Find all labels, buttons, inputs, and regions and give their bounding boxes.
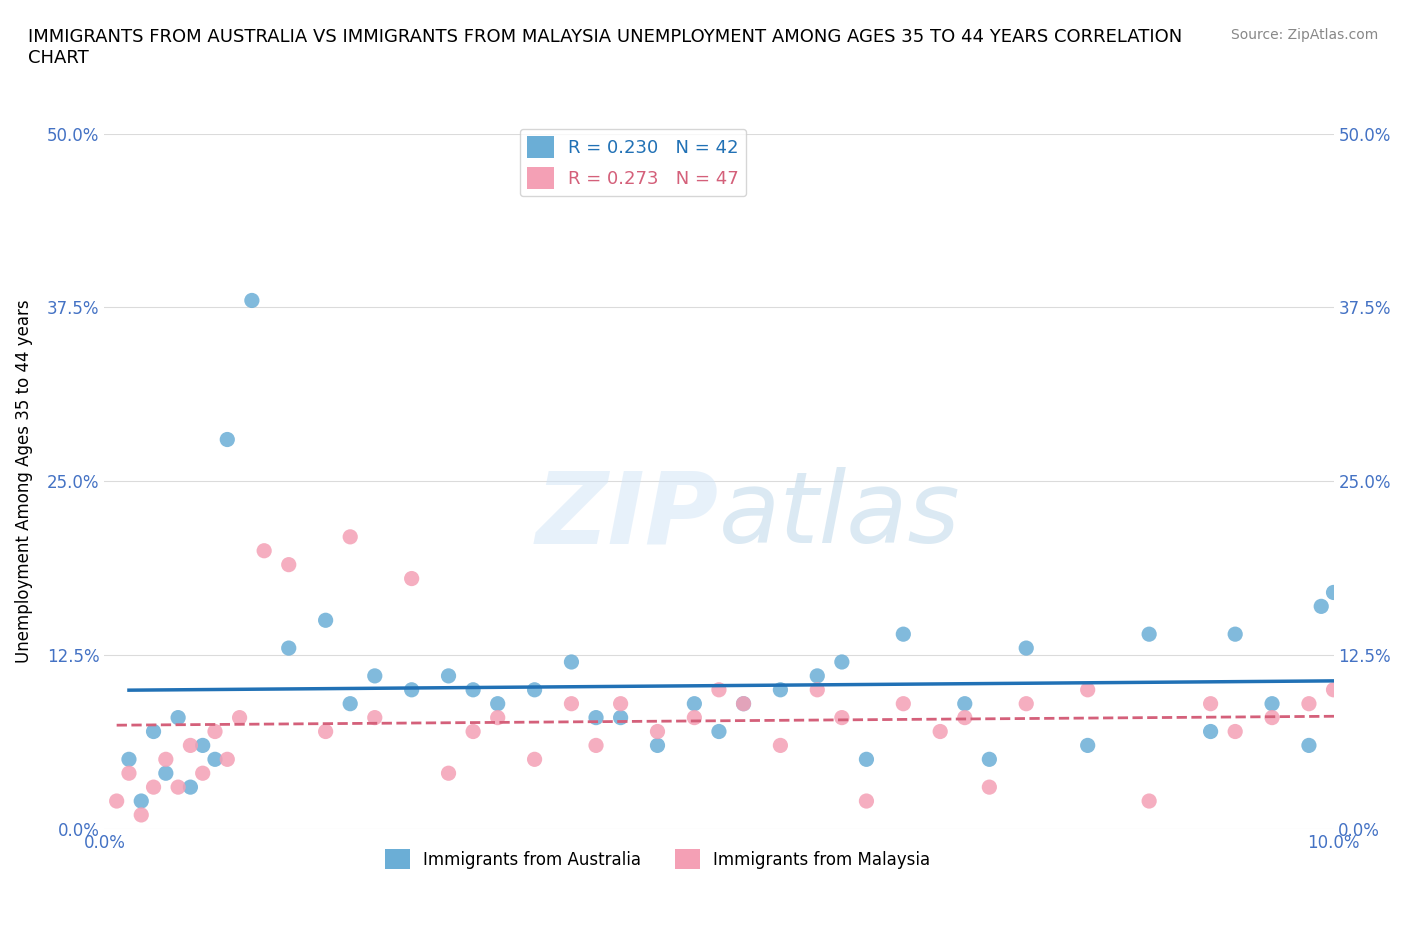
Point	[979, 779, 1001, 794]
Point	[647, 738, 669, 753]
Point	[523, 751, 546, 766]
Point	[831, 711, 853, 725]
Point	[167, 711, 190, 725]
Point	[461, 683, 484, 698]
Point	[647, 724, 669, 739]
Text: atlas: atlas	[718, 468, 960, 565]
Point	[437, 765, 460, 780]
Point	[204, 724, 226, 739]
Point	[179, 779, 201, 794]
Point	[929, 724, 952, 739]
Point	[240, 293, 263, 308]
Point	[1015, 641, 1038, 656]
Point	[523, 683, 546, 698]
Point	[1261, 711, 1284, 725]
Point	[1360, 697, 1382, 711]
Point	[339, 697, 361, 711]
Point	[277, 557, 299, 572]
Point	[1298, 697, 1320, 711]
Point	[105, 793, 128, 808]
Point	[253, 543, 276, 558]
Point	[733, 697, 755, 711]
Point	[155, 765, 177, 780]
Point	[806, 683, 828, 698]
Point	[953, 711, 976, 725]
Point	[167, 779, 190, 794]
Point	[733, 697, 755, 711]
Point	[339, 529, 361, 544]
Point	[461, 724, 484, 739]
Point	[1347, 711, 1369, 725]
Point	[315, 613, 337, 628]
Point	[609, 711, 631, 725]
Point	[953, 697, 976, 711]
Point	[609, 697, 631, 711]
Point	[585, 738, 607, 753]
Point	[277, 641, 299, 656]
Point	[769, 683, 792, 698]
Point	[560, 655, 582, 670]
Point	[191, 738, 214, 753]
Point	[1225, 724, 1247, 739]
Text: ZIP: ZIP	[536, 468, 718, 565]
Point	[401, 571, 423, 586]
Point	[707, 724, 730, 739]
Point	[855, 751, 877, 766]
Y-axis label: Unemployment Among Ages 35 to 44 years: Unemployment Among Ages 35 to 44 years	[15, 299, 32, 663]
Point	[831, 655, 853, 670]
Point	[315, 724, 337, 739]
Point	[806, 669, 828, 684]
Point	[683, 711, 706, 725]
Point	[1199, 724, 1222, 739]
Point	[585, 711, 607, 725]
Point	[891, 627, 914, 642]
Point	[204, 751, 226, 766]
Point	[191, 765, 214, 780]
Point	[560, 697, 582, 711]
Point	[1077, 738, 1099, 753]
Point	[129, 793, 152, 808]
Point	[1322, 683, 1344, 698]
Point	[769, 738, 792, 753]
Point	[486, 711, 509, 725]
Point	[142, 724, 165, 739]
Point	[179, 738, 201, 753]
Point	[228, 711, 250, 725]
Point	[142, 779, 165, 794]
Point	[1298, 738, 1320, 753]
Point	[437, 669, 460, 684]
Point	[979, 751, 1001, 766]
Point	[1137, 627, 1160, 642]
Point	[401, 683, 423, 698]
Point	[1199, 697, 1222, 711]
Point	[364, 669, 387, 684]
Point	[1310, 599, 1333, 614]
Point	[364, 711, 387, 725]
Point	[486, 697, 509, 711]
Point	[1322, 585, 1344, 600]
Point	[707, 683, 730, 698]
Point	[217, 432, 239, 447]
Point	[1334, 724, 1357, 739]
Point	[118, 751, 141, 766]
Point	[1261, 697, 1284, 711]
Point	[855, 793, 877, 808]
Point	[1015, 697, 1038, 711]
Point	[1137, 793, 1160, 808]
Legend: Immigrants from Australia, Immigrants from Malaysia: Immigrants from Australia, Immigrants fr…	[378, 843, 936, 876]
Point	[1077, 683, 1099, 698]
Point	[217, 751, 239, 766]
Point	[683, 697, 706, 711]
Point	[155, 751, 177, 766]
Point	[118, 765, 141, 780]
Point	[1225, 627, 1247, 642]
Text: IMMIGRANTS FROM AUSTRALIA VS IMMIGRANTS FROM MALAYSIA UNEMPLOYMENT AMONG AGES 35: IMMIGRANTS FROM AUSTRALIA VS IMMIGRANTS …	[28, 28, 1182, 67]
Point	[129, 807, 152, 822]
Point	[891, 697, 914, 711]
Text: Source: ZipAtlas.com: Source: ZipAtlas.com	[1230, 28, 1378, 42]
